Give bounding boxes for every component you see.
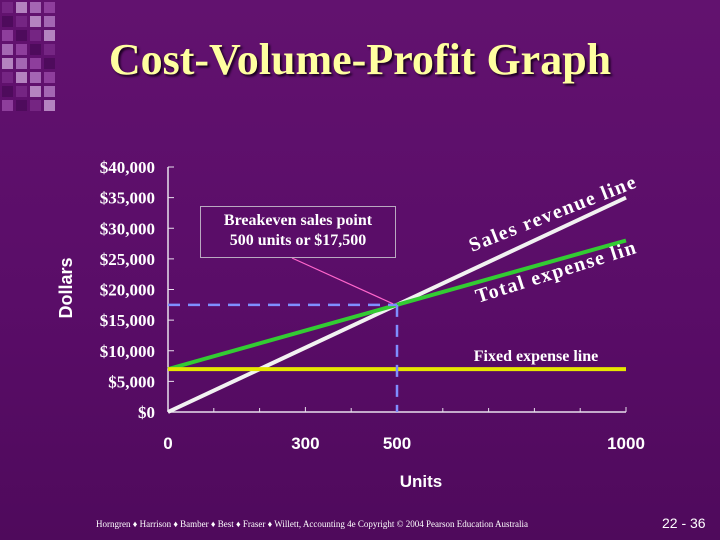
decor-square	[30, 44, 41, 55]
decor-square	[2, 58, 13, 69]
y-tick-label: $30,000	[100, 219, 155, 238]
decor-square	[16, 30, 27, 41]
decor-square	[2, 72, 13, 83]
x-tick-label: 300	[291, 434, 319, 453]
decor-square	[30, 58, 41, 69]
decor-square	[30, 72, 41, 83]
decor-square	[44, 2, 55, 13]
y-tick-label: $10,000	[100, 342, 155, 361]
decor-square	[16, 100, 27, 111]
decor-square	[16, 72, 27, 83]
decor-square	[44, 72, 55, 83]
decor-square	[30, 86, 41, 97]
decor-square	[44, 58, 55, 69]
decor-square	[44, 16, 55, 27]
y-axis-label: Dollars	[56, 257, 76, 318]
callout-pointer	[291, 257, 394, 305]
footer-copyright: Horngren ♦ Harrison ♦ Bamber ♦ Best ♦ Fr…	[96, 519, 528, 529]
callout-line-1: Breakeven sales point	[223, 212, 373, 229]
decor-square	[2, 100, 13, 111]
decor-square	[2, 2, 13, 13]
decor-square	[30, 100, 41, 111]
decorative-squares	[2, 2, 55, 111]
callout-line-2: 500 units or $17,500	[229, 232, 367, 249]
y-tick-label: $40,000	[100, 158, 155, 177]
x-axis-label: Units	[400, 472, 443, 491]
decor-square	[16, 58, 27, 69]
y-tick-label: $0	[138, 403, 155, 422]
decor-square	[2, 30, 13, 41]
y-tick-label: $15,000	[100, 311, 155, 330]
decor-square	[16, 44, 27, 55]
decor-square	[30, 2, 41, 13]
decor-square	[44, 100, 55, 111]
decor-square	[44, 30, 55, 41]
decor-square	[2, 16, 13, 27]
slide-title: Cost-Volume-Profit Graph	[108, 35, 612, 84]
decor-square	[2, 86, 13, 97]
decor-square	[30, 30, 41, 41]
decor-square	[16, 16, 27, 27]
fixed-expense-line-label: Fixed expense line	[474, 348, 598, 365]
breakeven-callout: Breakeven sales point 500 units or $17,5…	[200, 206, 396, 258]
x-tick-label: 500	[383, 434, 411, 453]
y-tick-label: $5,000	[108, 372, 155, 391]
y-tick-label: $35,000	[100, 189, 155, 208]
decor-square	[30, 16, 41, 27]
decor-square	[16, 86, 27, 97]
decor-square	[2, 44, 13, 55]
decor-square	[16, 2, 27, 13]
x-tick-label: 1000	[607, 434, 645, 453]
page-number: 22 - 36	[662, 515, 706, 531]
decor-square	[44, 44, 55, 55]
x-tick-label: 0	[163, 434, 172, 453]
y-tick-label: $25,000	[100, 250, 155, 269]
decor-square	[44, 86, 55, 97]
y-tick-label: $20,000	[100, 281, 155, 300]
